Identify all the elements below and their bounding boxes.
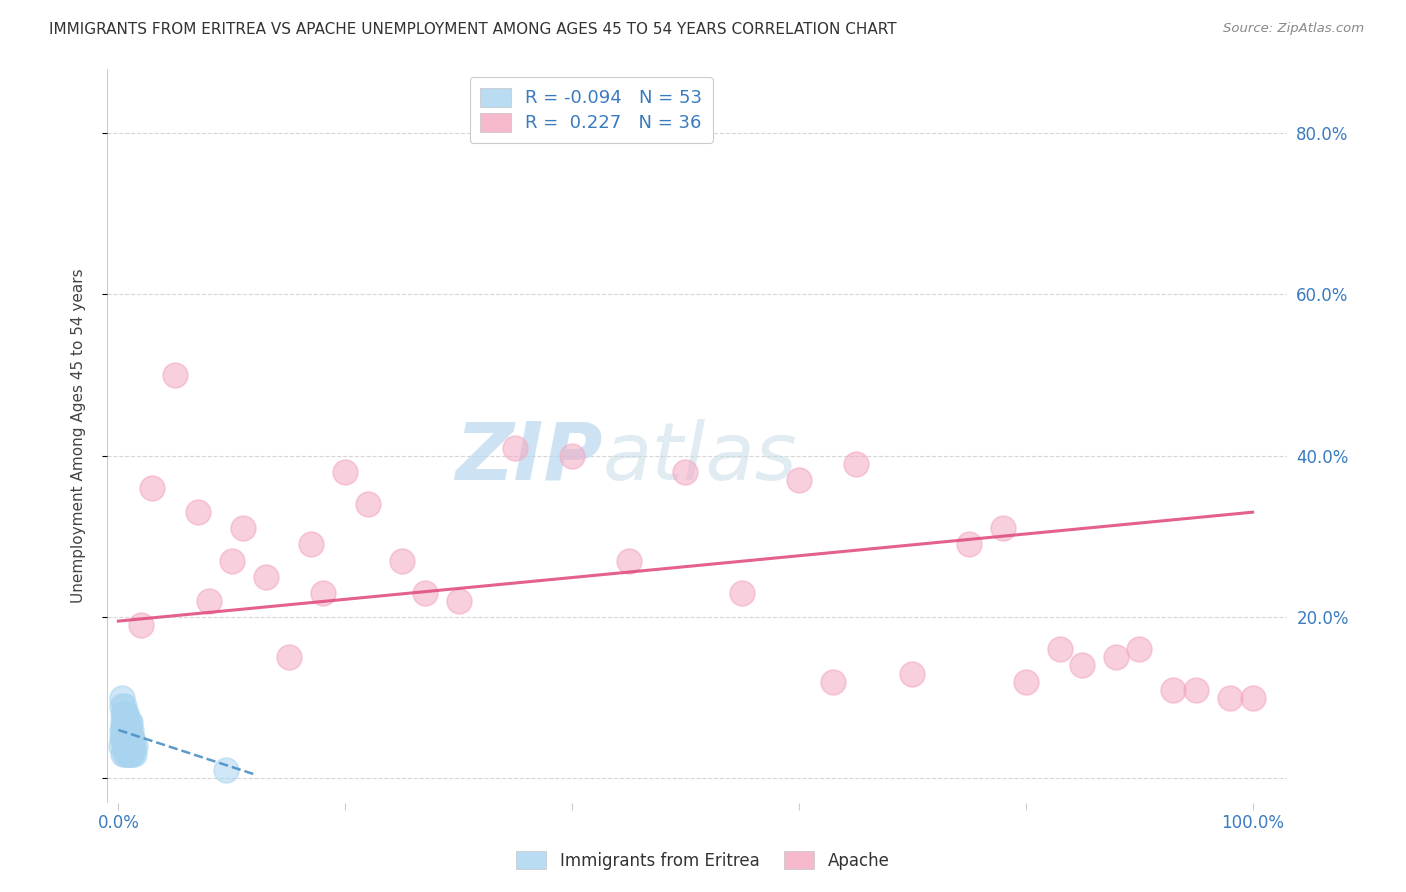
Point: [115, 723, 138, 737]
Point: [111, 731, 134, 745]
Text: atlas: atlas: [603, 418, 797, 497]
Point: [215, 764, 238, 778]
Point: [111, 731, 134, 745]
Point: [413, 586, 436, 600]
Point: [1015, 674, 1038, 689]
Point: [115, 739, 138, 753]
Point: [617, 553, 640, 567]
Point: [110, 739, 132, 753]
Point: [1161, 682, 1184, 697]
Point: [114, 714, 136, 729]
Point: [187, 505, 209, 519]
Point: [675, 465, 697, 479]
Point: [114, 731, 136, 745]
Point: [112, 723, 135, 737]
Point: [117, 739, 139, 753]
Text: Source: ZipAtlas.com: Source: ZipAtlas.com: [1223, 22, 1364, 36]
Point: [901, 666, 924, 681]
Point: [118, 714, 141, 729]
Point: [232, 521, 254, 535]
Point: [118, 747, 141, 762]
Point: [111, 747, 134, 762]
Point: [117, 714, 139, 729]
Point: [111, 723, 134, 737]
Point: [335, 465, 357, 479]
Point: [1241, 690, 1264, 705]
Point: [254, 570, 277, 584]
Point: [115, 706, 138, 721]
Point: [299, 537, 322, 551]
Point: [1219, 690, 1241, 705]
Point: [845, 457, 868, 471]
Point: [120, 723, 142, 737]
Point: [112, 731, 135, 745]
Point: [117, 747, 139, 762]
Point: [111, 698, 134, 713]
Point: [117, 739, 139, 753]
Point: [114, 731, 136, 745]
Point: [1049, 642, 1071, 657]
Point: [1185, 682, 1208, 697]
Point: [117, 714, 139, 729]
Point: [121, 747, 143, 762]
Point: [447, 594, 470, 608]
Point: [114, 747, 136, 762]
Point: [357, 497, 380, 511]
Point: [118, 731, 141, 745]
Point: [112, 739, 135, 753]
Point: [118, 747, 141, 762]
Point: [118, 739, 141, 753]
Point: [198, 594, 221, 608]
Point: [561, 449, 583, 463]
Point: [111, 723, 134, 737]
Point: [121, 739, 143, 753]
Point: [391, 553, 413, 567]
Y-axis label: Unemployment Among Ages 45 to 54 years: Unemployment Among Ages 45 to 54 years: [72, 268, 86, 603]
Point: [787, 473, 810, 487]
Point: [731, 586, 754, 600]
Point: [121, 731, 143, 745]
Point: [991, 521, 1014, 535]
Point: [311, 586, 333, 600]
Point: [111, 690, 134, 705]
Point: [124, 739, 146, 753]
Point: [957, 537, 980, 551]
Point: [112, 706, 135, 721]
Point: [277, 650, 299, 665]
Point: [118, 739, 141, 753]
Text: ZIP: ZIP: [456, 418, 603, 497]
Point: [1071, 658, 1094, 673]
Point: [117, 723, 139, 737]
Point: [112, 698, 135, 713]
Point: [505, 441, 527, 455]
Point: [115, 731, 138, 745]
Point: [111, 714, 134, 729]
Point: [120, 739, 142, 753]
Point: [141, 481, 163, 495]
Point: [129, 618, 152, 632]
Text: IMMIGRANTS FROM ERITREA VS APACHE UNEMPLOYMENT AMONG AGES 45 TO 54 YEARS CORRELA: IMMIGRANTS FROM ERITREA VS APACHE UNEMPL…: [49, 22, 897, 37]
Point: [122, 739, 145, 753]
Point: [1105, 650, 1128, 665]
Point: [821, 674, 844, 689]
Point: [117, 739, 139, 753]
Point: [111, 706, 134, 721]
Point: [115, 739, 138, 753]
Point: [165, 368, 187, 382]
Point: [117, 731, 139, 745]
Point: [112, 714, 135, 729]
Legend: R = -0.094   N = 53, R =  0.227   N = 36: R = -0.094 N = 53, R = 0.227 N = 36: [470, 78, 713, 143]
Point: [114, 723, 136, 737]
Point: [1128, 642, 1150, 657]
Point: [120, 731, 142, 745]
Point: [124, 747, 146, 762]
Point: [115, 706, 138, 721]
Point: [221, 553, 243, 567]
Legend: Immigrants from Eritrea, Apache: Immigrants from Eritrea, Apache: [510, 845, 896, 877]
Point: [117, 747, 139, 762]
Point: [120, 731, 142, 745]
